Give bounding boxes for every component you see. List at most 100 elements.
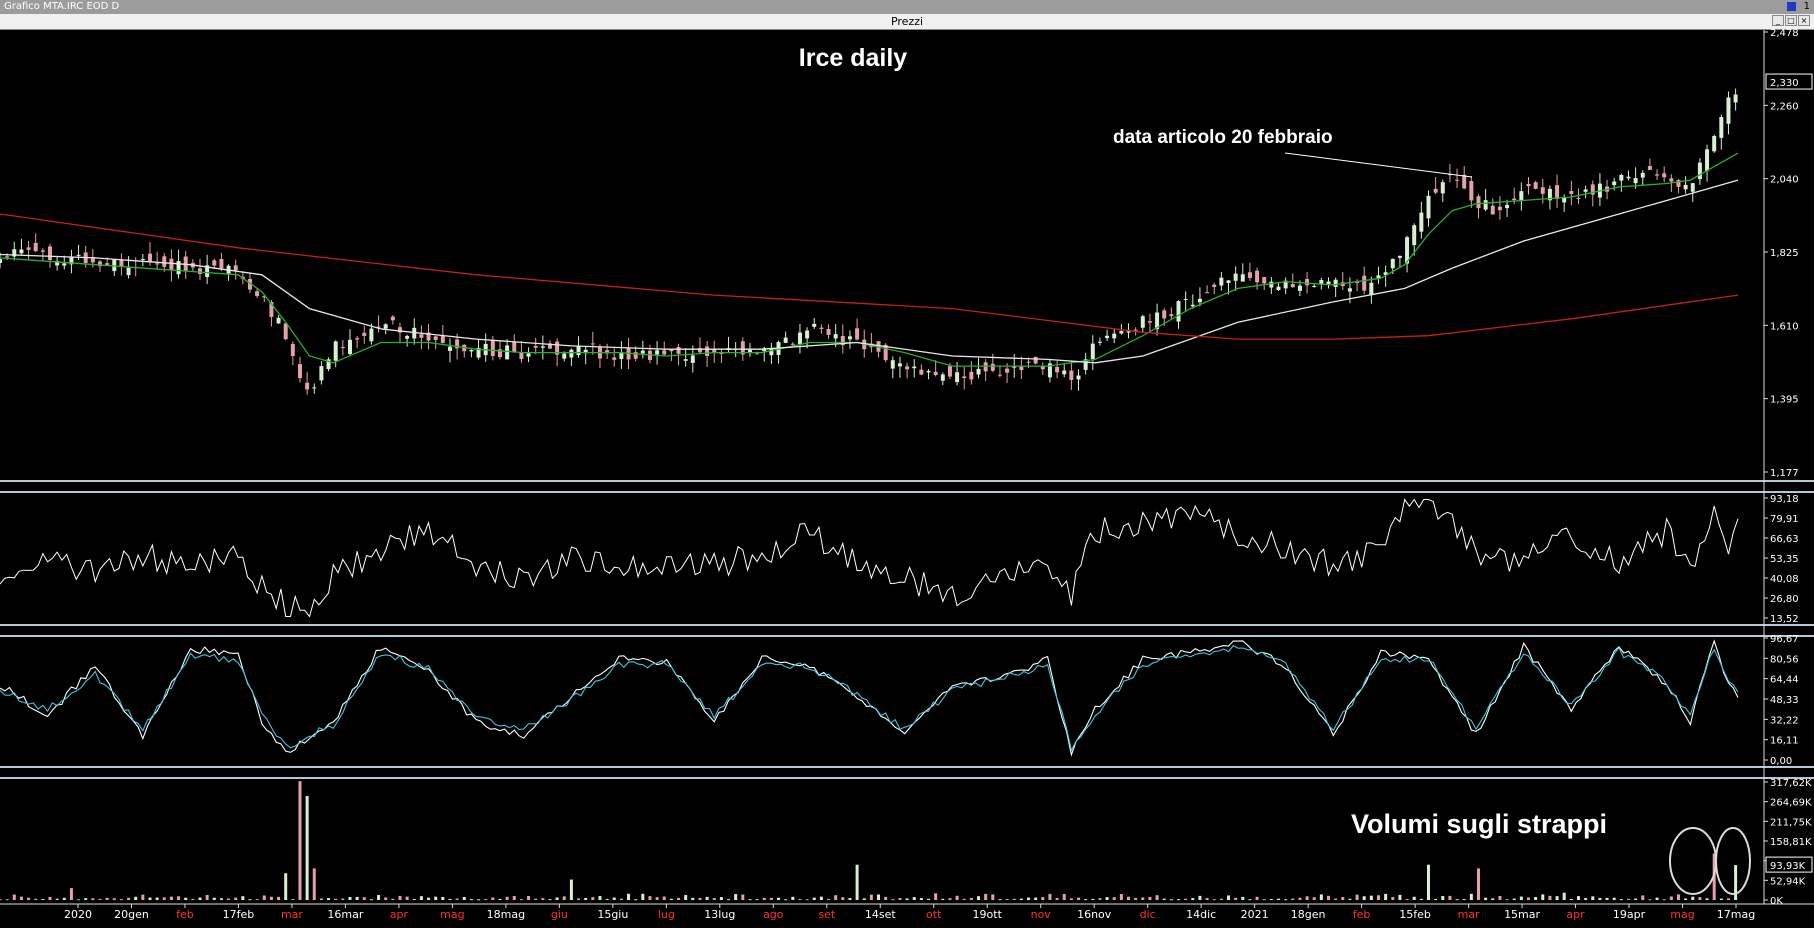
volume-bar <box>434 896 438 900</box>
candle-body <box>676 347 681 354</box>
volume-bar <box>341 898 345 900</box>
candle-body <box>105 263 110 265</box>
candle-body <box>526 353 531 357</box>
volume-bar <box>205 894 209 900</box>
volume-bar <box>798 898 802 900</box>
candle-body <box>126 267 131 276</box>
candle-body <box>476 347 481 358</box>
volume-bar <box>391 898 395 900</box>
candle-body <box>826 328 831 335</box>
candle-body <box>1533 182 1538 189</box>
candle-body <box>19 249 24 254</box>
candle-body <box>847 336 852 340</box>
candle-body <box>1626 176 1631 179</box>
volume-bar <box>891 899 895 901</box>
x-tick-label: 15feb <box>1399 908 1431 921</box>
volume-bar <box>27 897 31 900</box>
x-tick-label: 14set <box>865 908 896 921</box>
candle-body <box>1319 280 1324 285</box>
volume-bar <box>248 899 252 901</box>
volume-bar <box>405 896 409 900</box>
candle-body <box>890 360 895 369</box>
candle-body <box>119 259 124 267</box>
candle-body <box>1226 280 1231 283</box>
y-tick-label: 16,11 <box>1770 736 1799 747</box>
panel-header: Prezzi _ □ × <box>0 14 1814 30</box>
candle-body <box>247 278 252 290</box>
candle-body <box>1155 312 1160 330</box>
volume-bar <box>327 898 331 900</box>
volume-bar <box>1569 899 1573 901</box>
volume-bar <box>1662 899 1666 901</box>
candle-body <box>419 334 424 338</box>
volume-bar <box>1412 896 1416 900</box>
maximize-icon[interactable]: □ <box>1785 15 1797 26</box>
y-tick-label: 13,52 <box>1770 614 1799 625</box>
candle-body <box>919 369 924 375</box>
candle-body <box>505 345 510 360</box>
volume-bar <box>1462 899 1466 901</box>
y-tick-label: 1,825 <box>1770 248 1799 259</box>
volume-bar <box>727 899 731 901</box>
candle-body <box>519 352 524 360</box>
volume-bar <box>334 898 338 900</box>
candle-body <box>562 353 567 359</box>
volume-bar <box>455 898 459 900</box>
volume-bar <box>698 897 702 900</box>
candle-body <box>1297 285 1302 291</box>
candle-body <box>1312 286 1317 288</box>
candle-body <box>255 291 260 297</box>
candle-body <box>140 258 145 260</box>
candle-body <box>1283 280 1288 289</box>
volume-bar <box>169 896 173 900</box>
close-icon[interactable]: × <box>1798 15 1810 26</box>
volume-bar <box>1441 896 1445 900</box>
candle-body <box>1712 135 1717 152</box>
volume-bar <box>1284 899 1288 901</box>
candle-body <box>797 332 802 345</box>
volume-bar <box>384 897 388 900</box>
candle-body <box>590 343 595 345</box>
volume-bar <box>1177 899 1181 901</box>
candle-body <box>183 256 188 271</box>
volume-bar <box>234 897 238 900</box>
candle-body <box>1505 204 1510 209</box>
candle-body <box>1076 375 1081 380</box>
candle-body <box>840 335 845 346</box>
candle-body <box>905 366 910 370</box>
minimize-icon[interactable]: _ <box>1772 15 1784 26</box>
panel-title: Prezzi <box>890 15 924 28</box>
volume-bar <box>1369 895 1373 900</box>
volume-bar <box>1384 893 1388 900</box>
volume-bar <box>55 898 59 900</box>
candle-body <box>1326 281 1331 285</box>
candle-body <box>1240 274 1245 282</box>
candle-body <box>855 328 860 340</box>
volume-bar <box>1605 897 1609 900</box>
candle-body <box>640 350 645 354</box>
volume-bar <box>677 897 681 900</box>
volume-bar <box>1548 895 1552 900</box>
candle-body <box>1526 183 1531 187</box>
candle-body <box>1333 279 1338 287</box>
candle-body <box>0 259 2 263</box>
y-tick-label: 317,62K <box>1770 778 1812 789</box>
candle-body <box>147 253 152 263</box>
x-tick-label: 17feb <box>223 908 255 921</box>
candle-body <box>1733 94 1738 103</box>
volume-bar <box>212 897 216 900</box>
y-tick-label: 96,67 <box>1770 634 1799 645</box>
candle-body <box>655 350 660 355</box>
volume-bar <box>155 897 159 900</box>
candle-body <box>1376 275 1381 279</box>
volume-bar <box>769 897 773 900</box>
volume-bar <box>577 898 581 900</box>
volume-bar <box>1526 897 1530 900</box>
volume-bar <box>741 894 745 900</box>
candle-body <box>540 346 545 348</box>
volume-bar <box>98 898 102 900</box>
candle-body <box>683 359 688 361</box>
candle-body <box>790 343 795 345</box>
volume-bar <box>1634 898 1638 900</box>
